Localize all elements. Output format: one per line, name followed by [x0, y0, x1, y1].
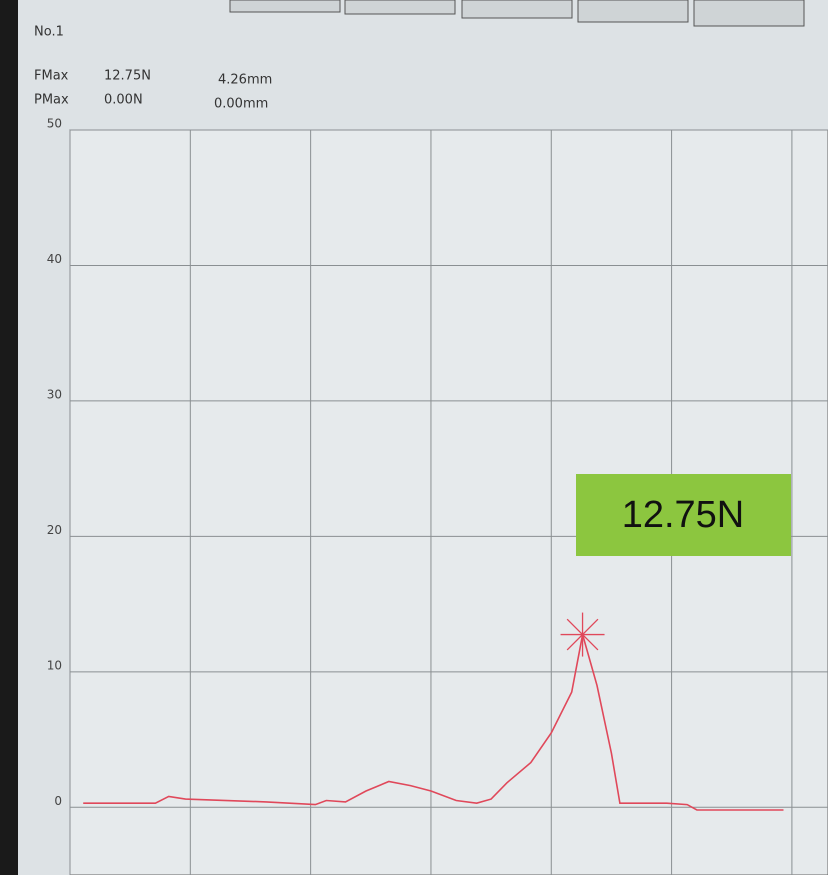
- annotation-text: 12.75N: [622, 494, 745, 536]
- y-tick-label: 40: [47, 252, 62, 266]
- test-number: No.1: [34, 25, 64, 40]
- position-value: 0.00mm: [214, 97, 268, 112]
- row-label: FMax: [34, 69, 69, 84]
- force-value: 12.75N: [104, 69, 151, 84]
- row-label: PMax: [34, 93, 69, 108]
- tab: [694, 0, 804, 26]
- tab: [462, 0, 572, 18]
- force-value: 0.00N: [104, 93, 143, 108]
- y-tick-label: 10: [47, 658, 62, 672]
- screen: No.1 FMax 12.75N 4.26mm PMax 0.00N 0.00m…: [0, 0, 828, 875]
- y-tick-label: 50: [47, 117, 62, 131]
- position-value: 4.26mm: [218, 73, 272, 88]
- y-tick-label: 30: [47, 387, 62, 401]
- tab: [345, 0, 455, 14]
- tab: [578, 0, 688, 22]
- y-tick-label: 0: [54, 794, 62, 808]
- tab: [230, 0, 340, 12]
- y-tick-label: 20: [47, 523, 62, 537]
